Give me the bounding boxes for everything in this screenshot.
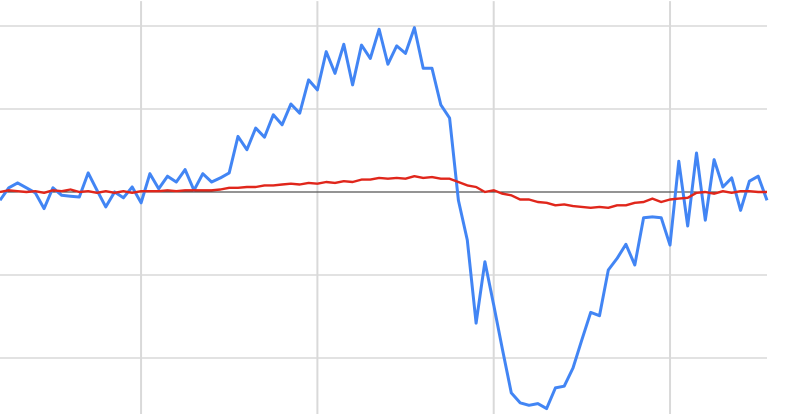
series-lines bbox=[0, 26, 769, 411]
series-1-line bbox=[0, 26, 769, 411]
series-2-line bbox=[0, 174, 767, 210]
gridlines bbox=[0, 1, 767, 414]
